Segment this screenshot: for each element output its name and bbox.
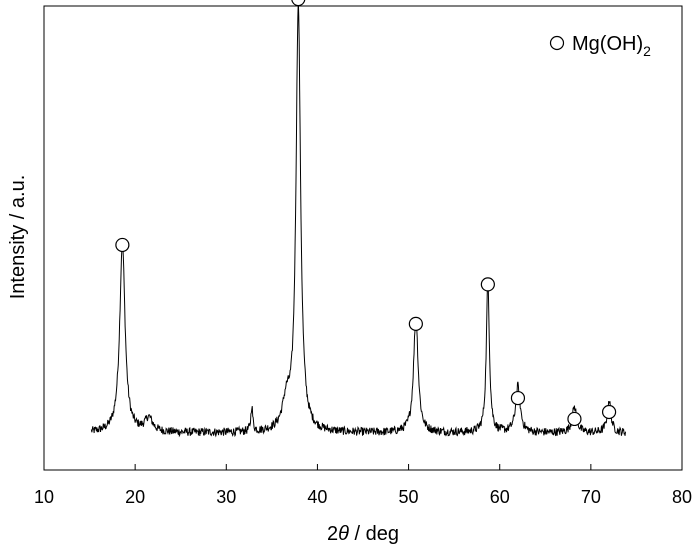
peak-marker-circle-6 <box>567 411 582 427</box>
x-tick-label-40: 40 <box>307 487 327 507</box>
legend-marker-open-circle <box>549 35 565 51</box>
peak-marker-circle-7 <box>601 404 617 420</box>
legend-label: Mg(OH)2 <box>572 33 651 59</box>
legend: Mg(OH)2 <box>549 33 651 59</box>
peak-marker-circle-4 <box>480 277 495 292</box>
xrd-pattern-line <box>90 0 626 438</box>
peak-marker-circle-5 <box>510 390 526 406</box>
plot-frame <box>43 5 683 471</box>
peak-marker-circle-3 <box>408 316 423 331</box>
x-tick-label-60: 60 <box>490 487 510 507</box>
x-tick-label-50: 50 <box>399 487 419 507</box>
peak-marker-circle-1 <box>115 237 130 253</box>
x-tick-label-30: 30 <box>216 487 236 507</box>
peak-markers <box>115 0 617 427</box>
x-axis-tick-labels: 10 20 30 40 50 60 70 80 <box>34 487 692 507</box>
peak-marker-circle-2 <box>291 0 306 7</box>
x-tick-label-10: 10 <box>34 487 54 507</box>
x-axis-title: 2θ / deg <box>327 523 399 545</box>
y-axis-title: Intensity / a.u. <box>7 175 29 300</box>
x-tick-label-80: 80 <box>672 487 692 507</box>
x-tick-label-20: 20 <box>125 487 145 507</box>
x-tick-label-70: 70 <box>581 487 601 507</box>
x-axis-ticks <box>43 464 683 470</box>
